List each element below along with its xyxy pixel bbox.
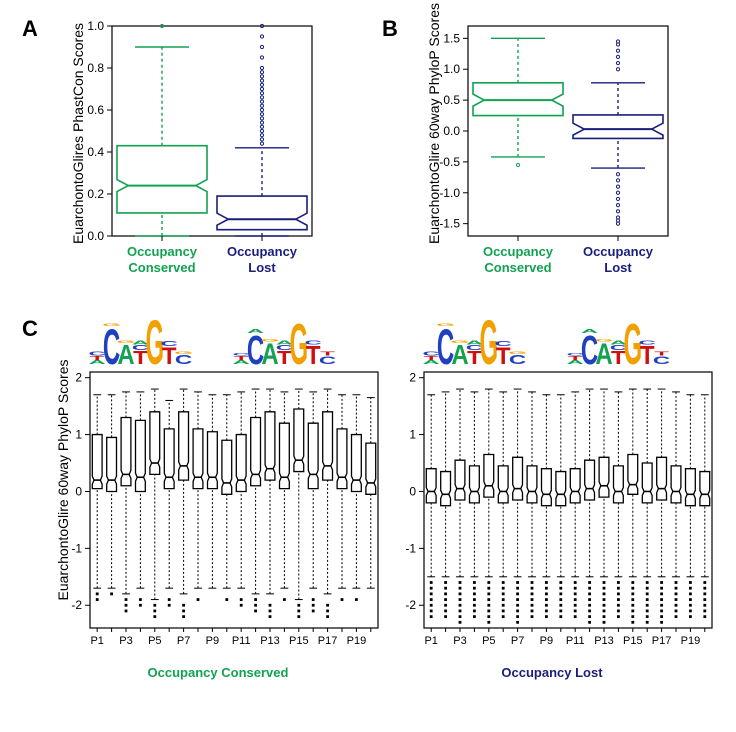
svg-text:C: C (161, 339, 179, 347)
svg-text:P1: P1 (90, 635, 103, 647)
svg-text:T: T (654, 350, 669, 356)
svg-text:C: C (639, 339, 657, 345)
svg-text:-2: -2 (405, 598, 416, 612)
svg-text:0: 0 (75, 484, 82, 498)
svg-text:-1: -1 (71, 541, 82, 555)
svg-text:P15: P15 (623, 635, 643, 647)
panel-c-right: ATCCGAGTCAGTCCGATCCAAGTCAGTCCT-2-1012P1P… (386, 302, 718, 681)
svg-text:1: 1 (409, 428, 416, 442)
panel-a-ylabel: EuarchontoGlires PhastCon Scores (70, 24, 86, 244)
svg-text:P15: P15 (289, 635, 309, 647)
svg-text:0.0: 0.0 (443, 124, 460, 138)
svg-text:C: C (175, 353, 192, 367)
svg-text:P11: P11 (232, 635, 251, 647)
svg-text:P13: P13 (594, 635, 614, 647)
panel-b-ylabel: EuarchontoGlire 60way PhyloP Scores (426, 24, 442, 244)
svg-text:2: 2 (75, 371, 82, 385)
svg-text:P3: P3 (453, 635, 466, 647)
svg-text:-1.5: -1.5 (439, 217, 460, 231)
svg-text:-1.0: -1.0 (439, 186, 460, 200)
svg-text:T: T (320, 350, 335, 356)
panel-c-left-title: Occupancy Conserved (52, 666, 384, 681)
svg-text:P13: P13 (260, 635, 280, 647)
panel-c-right-plot: ATCCGAGTCAGTCCGATCCAAGTCAGTCCT-2-1012P1P… (386, 302, 718, 662)
figure: A B EuarchontoGlires PhastCon Scores 0.0… (12, 16, 724, 681)
panel-c-left-plot: ATCCGAGTCAGTCCGATCCAAGTCAGTCCT-2-1012P1P… (52, 302, 384, 662)
svg-text:Occupancy: Occupancy (227, 244, 298, 259)
svg-text:-2: -2 (71, 598, 82, 612)
panel-c-ylabel: EuarchontoGlire 60way PhyloP Scores (55, 355, 71, 605)
panel-a-label: A (22, 16, 38, 42)
svg-text:1.5: 1.5 (443, 31, 460, 45)
svg-text:1.0: 1.0 (87, 19, 104, 33)
svg-text:P5: P5 (482, 635, 495, 647)
svg-text:G: G (174, 351, 193, 355)
svg-text:Occupancy: Occupancy (483, 244, 554, 259)
svg-text:Lost: Lost (248, 260, 276, 275)
svg-text:Conserved: Conserved (128, 260, 195, 275)
svg-text:P19: P19 (347, 635, 367, 647)
svg-text:P17: P17 (318, 635, 338, 647)
svg-text:0: 0 (409, 484, 416, 498)
svg-text:0.8: 0.8 (87, 61, 104, 75)
svg-text:P9: P9 (540, 635, 553, 647)
svg-text:P1: P1 (424, 635, 437, 647)
svg-text:Occupancy: Occupancy (583, 244, 654, 259)
svg-text:P9: P9 (206, 635, 219, 647)
svg-text:G: G (102, 323, 121, 327)
panel-c-right-title: Occupancy Lost (386, 666, 718, 681)
svg-text:A: A (581, 328, 599, 334)
svg-text:0.0: 0.0 (87, 229, 104, 243)
svg-text:P11: P11 (566, 635, 585, 647)
svg-text:0.2: 0.2 (87, 187, 104, 201)
svg-text:P17: P17 (652, 635, 672, 647)
panel-b-plot: -1.5-1.0-0.50.00.51.01.5OccupancyConserv… (416, 16, 676, 296)
svg-text:P7: P7 (511, 635, 524, 647)
svg-text:0.6: 0.6 (87, 103, 104, 117)
panel-a: EuarchontoGlires PhastCon Scores 0.00.20… (60, 16, 320, 296)
panel-a-plot: 0.00.20.40.60.81.0OccupancyConservedOccu… (60, 16, 320, 296)
svg-text:-1: -1 (405, 541, 416, 555)
svg-text:1.0: 1.0 (443, 62, 460, 76)
svg-text:P7: P7 (177, 635, 190, 647)
svg-text:-0.5: -0.5 (439, 155, 460, 169)
panel-c-left: EuarchontoGlire 60way PhyloP Scores ATCC… (52, 302, 384, 681)
svg-text:G: G (508, 351, 527, 355)
panel-b-label: B (382, 16, 398, 42)
svg-text:Occupancy: Occupancy (127, 244, 198, 259)
svg-text:C: C (509, 353, 526, 367)
svg-text:P5: P5 (148, 635, 161, 647)
svg-text:Lost: Lost (604, 260, 632, 275)
svg-text:0.5: 0.5 (443, 93, 460, 107)
svg-text:P3: P3 (119, 635, 132, 647)
svg-text:G: G (436, 323, 455, 327)
svg-text:A: A (247, 328, 265, 334)
svg-text:P19: P19 (681, 635, 701, 647)
panel-b: EuarchontoGlire 60way PhyloP Scores -1.5… (416, 16, 676, 296)
svg-text:C: C (305, 339, 323, 345)
svg-text:0.4: 0.4 (87, 145, 104, 159)
svg-text:C: C (495, 339, 513, 347)
svg-text:1: 1 (75, 428, 82, 442)
svg-text:2: 2 (409, 371, 416, 385)
panel-c-label: C (22, 316, 38, 342)
svg-text:Conserved: Conserved (484, 260, 551, 275)
